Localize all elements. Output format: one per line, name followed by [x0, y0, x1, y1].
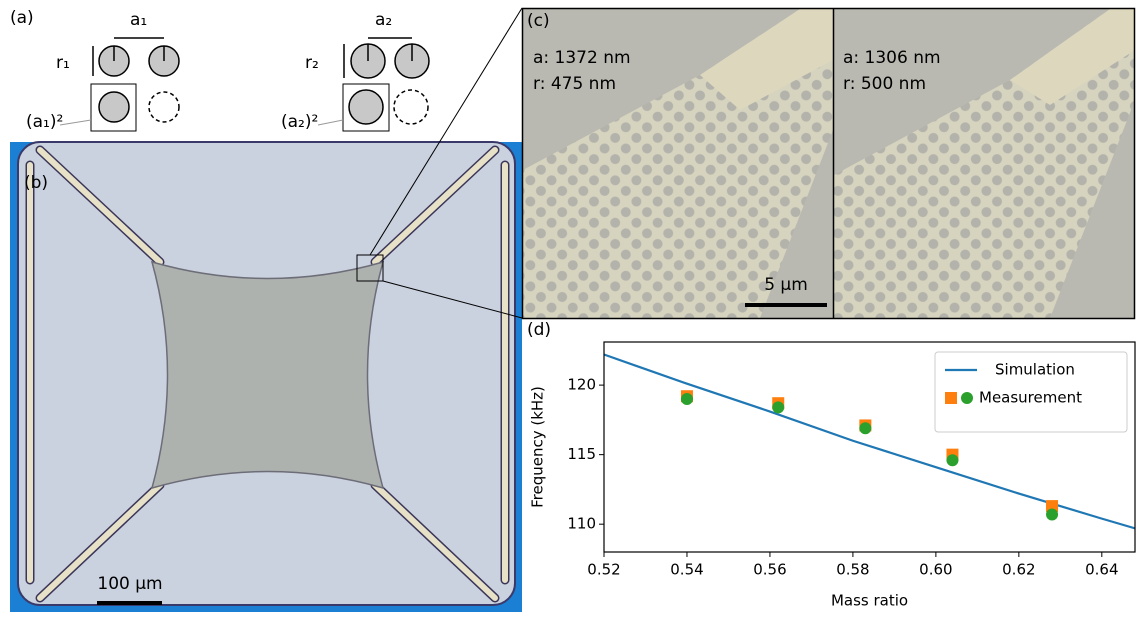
- panel-b: (b) 100 µm: [10, 8, 522, 612]
- panel-label: (b): [24, 173, 48, 193]
- point: [1046, 508, 1058, 520]
- point: [681, 393, 693, 405]
- panel-c: (c) a: 1372 nm r: 475 nm a: 1306 nm r: 5…: [523, 9, 1136, 319]
- label: r₁: [56, 53, 70, 73]
- label: a: 1372 nm: [533, 48, 631, 68]
- point: [946, 454, 958, 466]
- y-tick-label: 120: [567, 376, 596, 394]
- x-tick-label: 0.52: [587, 561, 620, 579]
- y-tick-label: 110: [567, 515, 596, 533]
- label: a₂: [375, 10, 392, 30]
- legend-swatch: [945, 392, 957, 404]
- x-tick-label: 0.64: [1085, 561, 1118, 579]
- label: (a₁)²: [26, 112, 63, 132]
- label: (a₂)²: [281, 112, 318, 132]
- panel-label: (c): [527, 11, 550, 31]
- x-tick-label: 0.54: [670, 561, 703, 579]
- x-tick-label: 0.58: [836, 561, 869, 579]
- panel-label: (d): [527, 320, 551, 340]
- label: a₁: [130, 10, 147, 30]
- panel-a: (a) a₁ r₁ (a₁)² a₂ r₂ (a₂)²: [10, 8, 429, 132]
- label: r: 475 nm: [533, 74, 616, 94]
- point: [772, 401, 784, 413]
- figure: (a) a₁ r₁ (a₁)² a₂ r₂ (a₂)² (b) 100 µm: [0, 0, 1138, 617]
- legend-label: Simulation: [995, 361, 1075, 379]
- x-tick-label: 0.56: [753, 561, 786, 579]
- point: [859, 422, 871, 434]
- scale-label: 5 µm: [764, 275, 808, 295]
- panel-label: (a): [10, 8, 34, 28]
- legend-swatch: [961, 392, 973, 404]
- label: a: 1306 nm: [843, 48, 941, 68]
- label: r: 500 nm: [843, 74, 926, 94]
- x-tick-label: 0.60: [919, 561, 952, 579]
- scale-label: 100 µm: [97, 574, 162, 594]
- chart: 0.52 0.54 0.56 0.58 0.60 0.62 0.64 110 115 120 Mas…: [529, 342, 1136, 610]
- y-axis-label: Frequency (kHz): [529, 386, 547, 508]
- x-axis-label: Mass ratio: [831, 592, 908, 610]
- legend-label: Measurement: [979, 389, 1082, 407]
- x-tick-label: 0.62: [1002, 561, 1035, 579]
- label: r₂: [305, 53, 319, 73]
- y-tick-label: 115: [567, 445, 596, 463]
